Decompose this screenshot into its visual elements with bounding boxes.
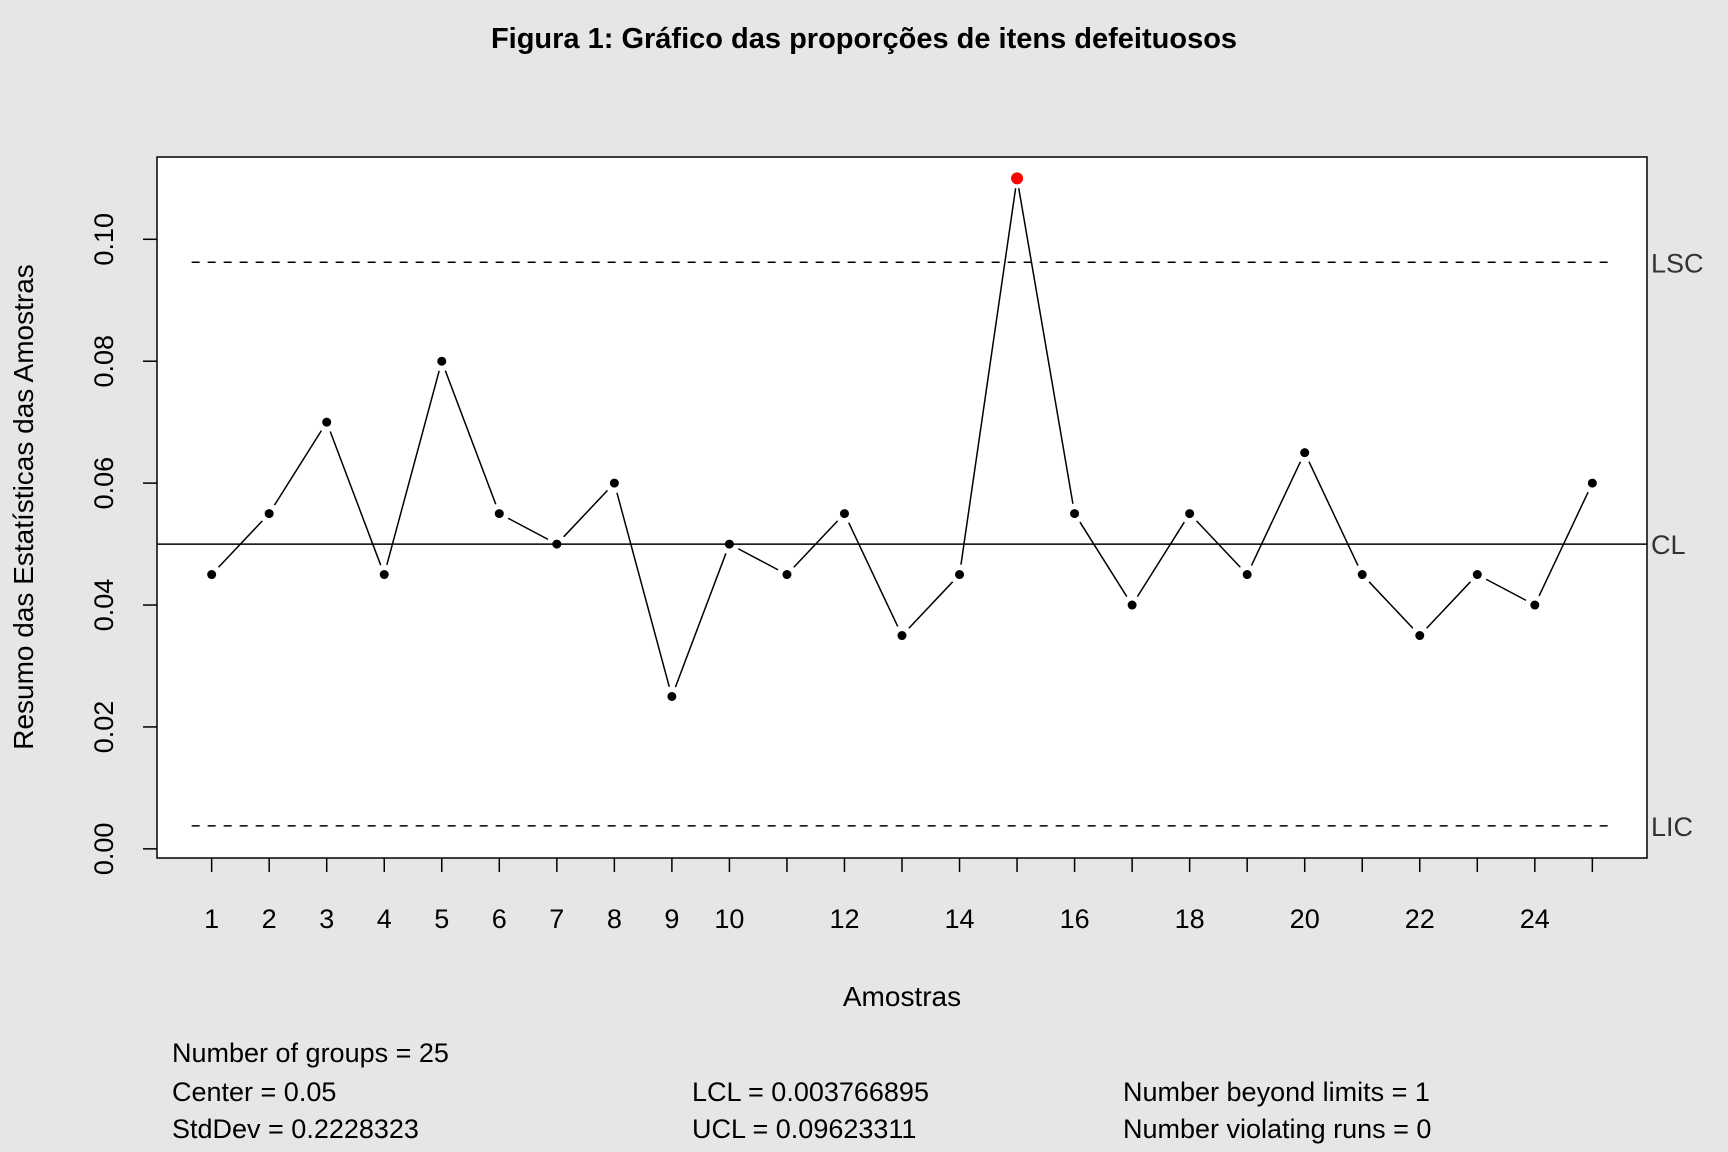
series-segment: [1426, 581, 1471, 629]
x-tick-label: 8: [607, 904, 622, 934]
x-tick-label: 3: [319, 904, 334, 934]
center-label: CL: [1651, 530, 1686, 560]
data-point: [379, 570, 389, 580]
series-segment: [1136, 521, 1185, 597]
data-point: [1530, 600, 1540, 610]
series-segment: [1018, 188, 1074, 504]
x-tick-label: 12: [829, 904, 859, 934]
series-segment: [217, 520, 263, 568]
x-tick-label: 4: [377, 904, 392, 934]
series-segment: [507, 517, 549, 541]
x-tick-label: 1: [204, 904, 219, 934]
x-tick-label: 10: [714, 904, 744, 934]
series-segment: [737, 548, 779, 571]
x-tick-label: 5: [434, 904, 449, 934]
x-tick-label: 18: [1175, 904, 1205, 934]
x-tick-label: 7: [549, 904, 564, 934]
series-segment: [848, 522, 899, 627]
stat-stddev: StdDev = 0.2228323: [172, 1114, 419, 1144]
series-segment: [616, 492, 671, 688]
stat-lcl: LCL = 0.003766895: [692, 1077, 929, 1107]
x-tick-label: 24: [1520, 904, 1550, 934]
series-segment: [1195, 520, 1241, 568]
data-point: [437, 356, 447, 366]
y-tick-label: 0.08: [89, 335, 119, 388]
stat-number-of-groups: Number of groups = 25: [172, 1038, 449, 1068]
series-segment: [329, 431, 382, 566]
x-tick-label: 16: [1060, 904, 1090, 934]
series-segment: [1368, 581, 1414, 629]
x-tick-label: 6: [492, 904, 507, 934]
data-point: [1472, 570, 1482, 580]
data-point: [207, 570, 217, 580]
series-segment: [563, 489, 609, 538]
data-point: [1127, 600, 1137, 610]
data-point: [782, 570, 792, 580]
chart-title: Figura 1: Gráfico das proporções de iten…: [491, 23, 1237, 55]
x-tick-label: 22: [1405, 904, 1435, 934]
y-tick-label: 0.02: [89, 701, 119, 754]
data-point: [1587, 478, 1597, 488]
data-point: [724, 539, 734, 549]
x-tick-label: 9: [664, 904, 679, 934]
series-segment: [674, 553, 727, 688]
data-point: [1185, 509, 1195, 519]
x-tick-label: 2: [262, 904, 277, 934]
data-point: [1070, 509, 1080, 519]
data-point: [322, 417, 332, 427]
y-tick-label: 0.04: [89, 579, 119, 632]
y-tick-label: 0.00: [89, 823, 119, 876]
series-segment: [1308, 461, 1359, 566]
data-point: [839, 509, 849, 519]
series-segment: [273, 430, 323, 506]
data-point: [1300, 448, 1310, 458]
y-tick-label: 0.10: [89, 213, 119, 266]
data-point: [494, 509, 504, 519]
data-point: [955, 570, 965, 580]
series-segment: [386, 370, 440, 566]
plot-area: [156, 156, 1648, 859]
stat-violating-runs: Number violating runs = 0: [1123, 1114, 1432, 1144]
series-segment: [793, 520, 839, 568]
stat-beyond-limits: Number beyond limits = 1: [1123, 1077, 1430, 1107]
y-tick-label: 0.06: [89, 457, 119, 510]
stat-center: Center = 0.05: [172, 1077, 337, 1107]
data-point: [1357, 570, 1367, 580]
x-tick-label: 14: [945, 904, 975, 934]
data-point: [264, 509, 274, 519]
series-segment: [960, 188, 1017, 565]
data-point: [609, 478, 619, 488]
series-segment: [444, 370, 497, 505]
x-tick-label: 20: [1290, 904, 1320, 934]
ucl-label: LSC: [1651, 248, 1704, 278]
series-segment: [1538, 491, 1589, 597]
data-point: [1242, 570, 1252, 580]
stat-ucl: UCL = 0.09623311: [692, 1114, 917, 1144]
series-segment: [1079, 521, 1128, 597]
data-point: [667, 691, 677, 701]
lcl-label: LIC: [1651, 812, 1693, 842]
data-point: [897, 631, 907, 641]
series-segment: [1485, 578, 1527, 602]
data-point-beyond-limits: [1011, 172, 1024, 185]
series-segment: [908, 581, 954, 629]
x-axis-label: Amostras: [843, 981, 961, 1012]
data-point: [1415, 631, 1425, 641]
series-segment: [1250, 461, 1302, 566]
y-axis-label: Resumo das Estatísticas das Amostras: [8, 264, 39, 750]
data-point: [552, 539, 562, 549]
